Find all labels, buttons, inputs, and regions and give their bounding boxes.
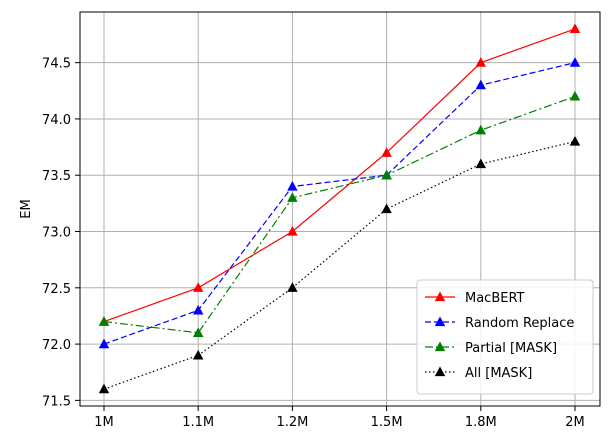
data-point <box>192 327 204 337</box>
y-tick-label: 73.0 <box>42 226 71 241</box>
x-tick-label: 1.8M <box>465 415 497 430</box>
data-point <box>381 169 392 180</box>
x-tick-label: 2M <box>565 415 585 430</box>
legend-item-random-replace: Random Replace <box>425 316 574 331</box>
data-point <box>381 203 392 214</box>
data-point <box>98 383 110 394</box>
data-point <box>98 316 110 326</box>
y-axis-label: EM <box>19 199 34 218</box>
legend-marker <box>434 291 446 302</box>
data-point <box>192 349 204 360</box>
y-tick-label: 72.0 <box>42 338 71 353</box>
x-tick-label: 1.5M <box>371 415 403 430</box>
data-point <box>381 147 392 157</box>
data-point <box>475 79 487 90</box>
data-point <box>287 180 298 191</box>
x-tick-label: 1M <box>94 415 114 430</box>
data-point <box>475 124 487 135</box>
plot-frame <box>79 11 601 407</box>
y-tick-label: 74.5 <box>42 57 71 72</box>
legend-marker <box>434 316 446 327</box>
data-point <box>569 90 581 101</box>
data-point <box>569 135 581 146</box>
series-all-mask <box>98 135 581 394</box>
y-tick-label: 73.5 <box>42 169 71 184</box>
series-layer <box>98 23 581 394</box>
data-point <box>475 57 487 67</box>
data-point <box>98 338 110 349</box>
data-point <box>569 57 581 67</box>
series-line <box>103 62 576 345</box>
data-point <box>192 282 204 292</box>
data-point <box>569 23 581 34</box>
legend-marker <box>434 341 446 352</box>
x-tick-label: 1.1M <box>182 415 214 430</box>
y-tick-label: 72.5 <box>42 282 71 297</box>
data-point <box>475 158 487 169</box>
x-axis: 1M 1.1M 1.2M 1.5M 1.8M 2M <box>94 406 585 430</box>
legend-label: MacBERT <box>465 291 525 306</box>
y-tick-label: 74.0 <box>42 113 71 128</box>
series-line <box>103 95 576 334</box>
data-point <box>287 282 298 292</box>
legend-box <box>416 279 594 395</box>
series-line <box>103 140 576 390</box>
y-tick-label: 71.5 <box>42 394 71 409</box>
legend-label: Partial [MASK] <box>465 341 557 356</box>
data-point <box>192 304 204 315</box>
legend-item-all-mask: All [MASK] <box>425 366 532 381</box>
series-line <box>103 28 576 323</box>
data-point <box>287 192 298 202</box>
data-point <box>287 226 298 236</box>
legend-item-partial-mask: Partial [MASK] <box>425 341 557 356</box>
legend-label: Random Replace <box>465 316 574 331</box>
legend-marker <box>434 366 446 377</box>
y-axis: 71.5 72.0 72.5 73.0 73.5 74.0 74.5 <box>42 57 80 409</box>
legend-item-macbert: MacBERT <box>425 291 525 306</box>
series-partial-mask <box>98 90 581 337</box>
legend-label: All [MASK] <box>465 366 532 381</box>
x-tick-label: 1.2M <box>276 415 308 430</box>
legend: MacBERT Random Replace Partial [MASK] All [… <box>416 279 594 395</box>
